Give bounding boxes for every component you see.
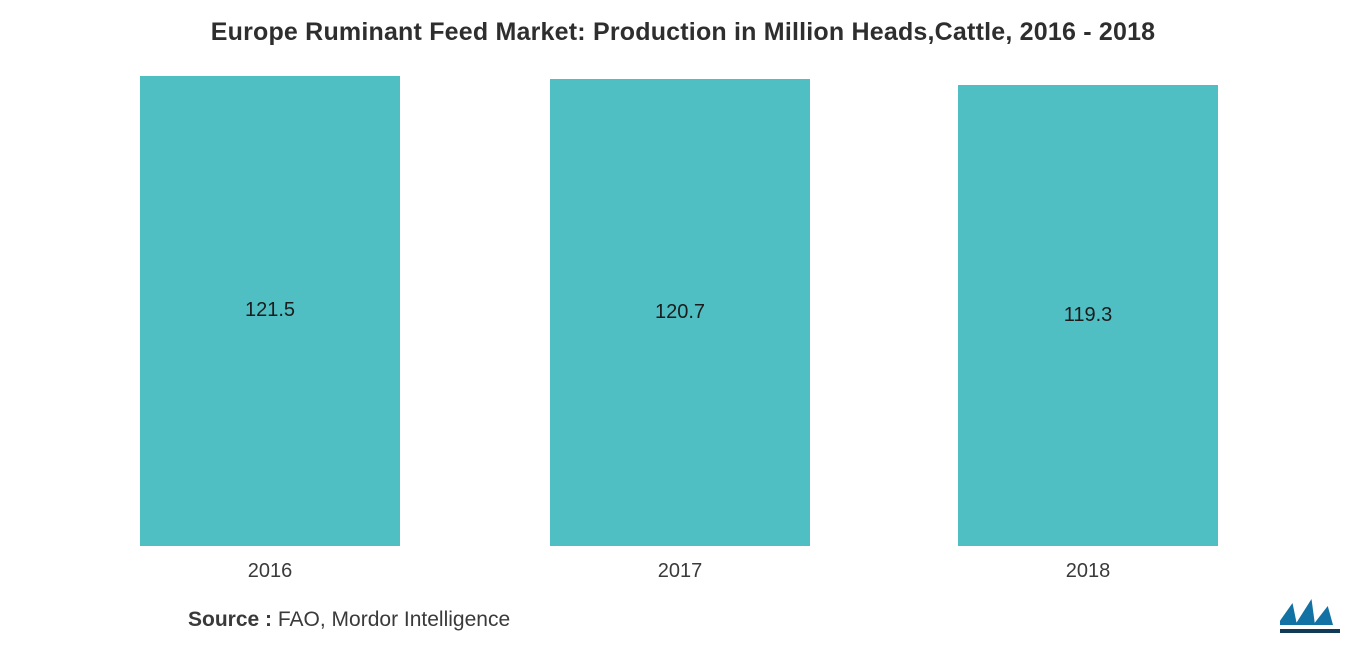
bar-value-label: 119.3 — [958, 304, 1218, 327]
chart-container: Europe Ruminant Feed Market: Production … — [0, 0, 1366, 655]
bar-group: 121.5 — [140, 76, 400, 546]
x-axis: 201620172018 — [140, 546, 1226, 576]
source-line: Source : FAO, Mordor Intelligence — [188, 608, 510, 632]
bar-group: 119.3 — [958, 85, 1218, 546]
x-tick-label: 2018 — [958, 560, 1218, 583]
x-tick-label: 2016 — [140, 560, 400, 583]
bar-value-label: 121.5 — [140, 299, 400, 322]
bar-group: 120.7 — [550, 79, 810, 546]
source-label: Source : — [188, 608, 272, 631]
x-tick-label: 2017 — [550, 560, 810, 583]
chart-title: Europe Ruminant Feed Market: Production … — [0, 0, 1366, 47]
source-text: FAO, Mordor Intelligence — [272, 608, 510, 631]
bar-value-label: 120.7 — [550, 301, 810, 324]
plot-area: 121.5 120.7 119.3 — [140, 76, 1226, 546]
mordor-logo-icon — [1280, 597, 1340, 635]
